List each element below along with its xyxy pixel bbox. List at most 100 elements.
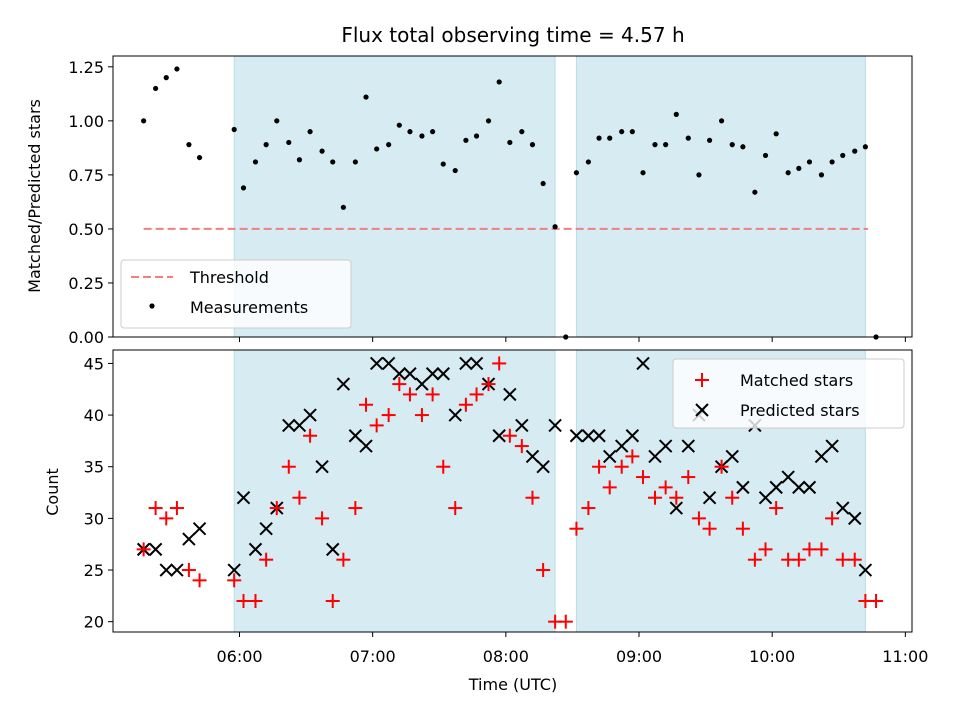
- predicted-star-point: [381, 356, 396, 371]
- top-legend: Threshold Measurements: [120, 259, 352, 329]
- predicted-star-point: [681, 439, 695, 453]
- predicted-star-point: [548, 418, 562, 433]
- predicted-star-point: [192, 521, 207, 536]
- measurement-point: [430, 129, 436, 135]
- predicted-star-point: [159, 563, 173, 577]
- measurement-point: [785, 170, 791, 176]
- matched-star-point: [691, 511, 706, 526]
- matched-star-point: [636, 470, 651, 485]
- matched-star-point: [558, 614, 573, 629]
- predicted-star-stroke: [848, 511, 862, 526]
- matched-star-point: [248, 594, 263, 609]
- predicted-star-point: [603, 449, 617, 464]
- predicted-star-stroke: [603, 449, 617, 464]
- matched-star-point: [236, 594, 251, 609]
- predicted-star-stroke: [359, 439, 373, 453]
- predicted-star-point: [525, 449, 540, 464]
- top-axes-frame: [112, 55, 913, 338]
- predicted-star-stroke: [192, 521, 207, 536]
- matched-star-point: [658, 480, 673, 495]
- measurement-point: [706, 137, 713, 143]
- measurement-points: [141, 66, 879, 340]
- measurement-point: [673, 111, 679, 117]
- x-axis-label: Time (UTC): [468, 675, 557, 694]
- predicted-star-stroke: [459, 356, 473, 371]
- matched-star-point: [502, 428, 517, 443]
- predicted-star-stroke: [802, 480, 817, 495]
- predicted-star-stroke: [836, 501, 850, 515]
- matched-star-point: [869, 594, 884, 609]
- predicted-star-stroke: [448, 408, 462, 422]
- measurement-point: [629, 129, 635, 135]
- top-ytick-label: 0.75: [68, 166, 104, 185]
- predicted-star-point: [359, 439, 373, 453]
- predicted-star-point: [436, 367, 450, 381]
- matched-star-point: [359, 397, 374, 412]
- predicted-star-stroke: [282, 418, 296, 433]
- predicted-star-point: [569, 429, 584, 443]
- matched-star-point: [514, 439, 529, 454]
- matched-star-point: [369, 418, 384, 433]
- legend-threshold-label: Threshold: [189, 268, 269, 287]
- predicted-star-point: [292, 418, 307, 433]
- matched-star-point: [292, 490, 307, 505]
- predicted-star-stroke: [681, 439, 695, 453]
- predicted-star-point: [848, 511, 862, 526]
- predicted-star-stroke: [614, 439, 629, 453]
- matched-star-point: [492, 356, 507, 371]
- predicted-star-stroke: [515, 418, 529, 433]
- measurement-point: [585, 159, 592, 165]
- bottom-y-axis-label: Count: [43, 468, 62, 516]
- predicted-star-stroke: [581, 429, 596, 443]
- measurement-point: [419, 133, 425, 139]
- predicted-star-stroke: [702, 491, 717, 505]
- measurement-point: [652, 142, 658, 148]
- predicted-star-point: [836, 501, 850, 515]
- measurement-point: [619, 129, 625, 135]
- measurement-point: [352, 159, 358, 165]
- matched-star-point: [669, 490, 684, 505]
- measurement-point: [231, 126, 237, 133]
- predicted-star-stroke: [336, 377, 351, 391]
- predicted-star-point: [415, 377, 429, 391]
- measurement-point: [463, 137, 469, 143]
- predicted-star-point: [182, 532, 196, 546]
- measurement-point: [540, 180, 546, 187]
- top-y-ticks: 0.00 0.25 0.50 0.75 1.00 1.25: [68, 58, 113, 347]
- predicted-star-point: [702, 491, 717, 505]
- predicted-star-stroke: [469, 356, 484, 371]
- predicted-star-point: [403, 367, 417, 381]
- predicted-star-stroke: [315, 460, 329, 474]
- predicted-star-point: [858, 563, 873, 577]
- bottom-xtick-label: 11:00: [882, 647, 928, 666]
- predicted-star-stroke: [858, 563, 873, 577]
- measurement-point: [752, 189, 758, 195]
- bottom-ytick-label: 35: [84, 458, 104, 477]
- predicted-star-point: [648, 449, 662, 464]
- predicted-star-point: [282, 418, 296, 433]
- predicted-star-stroke: [636, 356, 650, 371]
- measurement-point: [407, 129, 413, 135]
- predicted-star-stroke: [227, 563, 241, 577]
- bottom-ytick-label: 45: [84, 354, 104, 373]
- predicted-star-point: [227, 563, 241, 577]
- bottom-x-ticks: 06:00 07:00 08:00 09:00 10:00 11:00: [216, 632, 928, 666]
- predicted-star-point: [303, 408, 317, 422]
- matched-star-point: [814, 542, 829, 557]
- matched-star-point: [303, 428, 318, 443]
- measurement-point: [596, 135, 602, 141]
- predicted-star-point: [614, 439, 629, 453]
- measurement-point: [396, 122, 402, 128]
- bottom-xtick-label: 10:00: [749, 647, 795, 666]
- bottom-xtick-label: 09:00: [616, 647, 662, 666]
- bottom-legend: Matched stars Predicted stars: [672, 358, 905, 429]
- bottom-xtick-label: 06:00: [216, 647, 262, 666]
- measurement-point: [840, 152, 846, 159]
- measurement-point: [829, 159, 835, 165]
- predicted-star-stroke: [592, 429, 606, 443]
- predicted-star-stroke: [648, 449, 662, 464]
- legend-measurement-label: Measurements: [190, 298, 308, 317]
- measurement-point: [141, 118, 147, 124]
- predicted-star-stroke: [326, 542, 340, 557]
- measurement-point: [529, 142, 536, 148]
